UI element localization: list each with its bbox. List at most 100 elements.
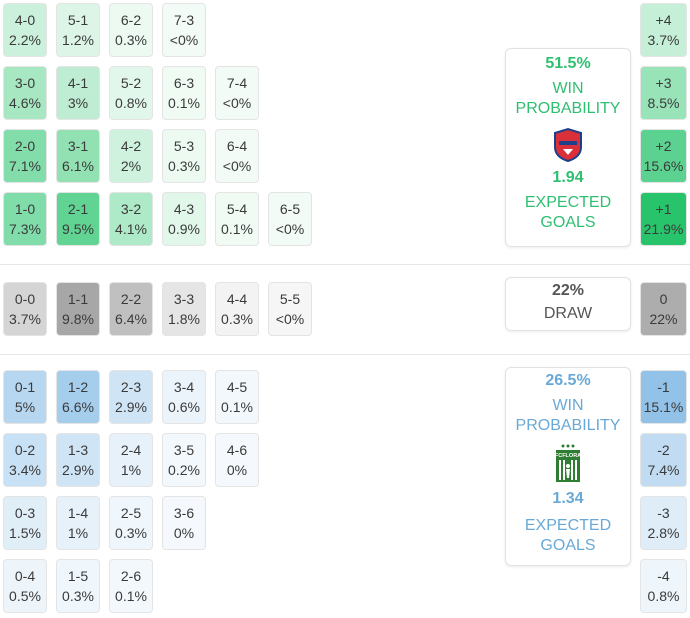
score-cell: 5-3 0.3% [162, 129, 206, 183]
cell-probability: 6.6% [62, 399, 94, 415]
score-cell: 4-4 0.3% [215, 282, 259, 336]
cell-score: 5-1 [67, 12, 89, 28]
cell-score: 7-4 [226, 75, 248, 91]
score-cell: 3-5 0.2% [162, 433, 206, 487]
score-cell: 5-5 <0% [268, 282, 312, 336]
cell-probability: 8.5% [647, 95, 680, 111]
score-cell: 1-2 6.6% [56, 370, 100, 424]
cell-score: 3-5 [173, 442, 195, 458]
cell-score: 0-3 [14, 505, 36, 521]
cell-score: 1-2 [67, 379, 89, 395]
score-cell: 6-4 <0% [215, 129, 259, 183]
cell-probability: 1.2% [62, 32, 94, 48]
cell-probability: 9.5% [62, 221, 94, 237]
score-cell: 3-6 0% [162, 496, 206, 550]
cell-score: 2-6 [120, 568, 142, 584]
cell-probability: 6.1% [62, 158, 94, 174]
score-cell: 3-4 0.6% [162, 370, 206, 424]
home-summary-card: 51.5% WIN PROBABILITY 1.94 EXPECTED GOAL… [505, 48, 631, 247]
divider-top [0, 264, 690, 265]
margin-cell: 0 22% [640, 282, 687, 336]
home-win-probability: 51.5% [545, 55, 591, 72]
cell-score: 5-2 [120, 75, 142, 91]
cell-probability: 7.1% [9, 158, 41, 174]
away-win-label-2: PROBABILITY [515, 417, 621, 434]
cell-score: -4 [657, 568, 670, 584]
cell-probability: 15.6% [643, 158, 684, 174]
score-cell: 2-4 1% [109, 433, 153, 487]
cell-probability: 21.9% [643, 221, 684, 237]
cell-probability: 0.3% [115, 32, 147, 48]
away-eg-label-1: EXPECTED [524, 517, 612, 534]
cell-probability: 0.1% [115, 588, 147, 604]
score-cell: 6-5 <0% [268, 192, 312, 246]
cell-score: 3-0 [14, 75, 36, 91]
score-cell: 2-3 2.9% [109, 370, 153, 424]
score-cell: 7-3 <0% [162, 3, 206, 57]
fcflora-crest-text: FCFLORA [555, 453, 581, 459]
cell-score: 4-4 [226, 291, 248, 307]
cell-score: 3-1 [67, 138, 89, 154]
score-cell: 2-6 0.1% [109, 559, 153, 613]
score-cell: 3-3 1.8% [162, 282, 206, 336]
cell-score: 2-1 [67, 201, 89, 217]
score-cell: 0-2 3.4% [3, 433, 47, 487]
cell-probability: 0.8% [115, 95, 147, 111]
cell-probability: 4.1% [115, 221, 147, 237]
cell-score: 1-5 [67, 568, 89, 584]
score-cell: 4-3 0.9% [162, 192, 206, 246]
cell-score: +4 [655, 12, 672, 28]
cell-probability: 5% [14, 399, 36, 415]
away-eg-label-2: GOALS [540, 537, 596, 554]
score-cell: 0-3 1.5% [3, 496, 47, 550]
cell-probability: 1% [120, 462, 142, 478]
cell-probability: 0.3% [62, 588, 94, 604]
score-cell: 3-1 6.1% [56, 129, 100, 183]
cell-score: 3-3 [173, 291, 195, 307]
cell-score: 6-4 [226, 138, 248, 154]
away-expected-goals: 1.34 [552, 490, 584, 507]
cell-score: 4-1 [67, 75, 89, 91]
score-cell: 5-2 0.8% [109, 66, 153, 120]
cell-score: 5-3 [173, 138, 195, 154]
valur-crest-icon [554, 127, 582, 163]
cell-probability: 3.4% [9, 462, 41, 478]
cell-probability: 0.6% [168, 399, 200, 415]
cell-score: -2 [657, 442, 670, 458]
score-cell: 4-5 0.1% [215, 370, 259, 424]
cell-score: +1 [655, 201, 672, 217]
margin-cell: +1 21.9% [640, 192, 687, 246]
margin-cell: +3 8.5% [640, 66, 687, 120]
draw-probability: 22% [551, 282, 585, 299]
cell-probability: 0% [226, 462, 248, 478]
draw-summary-card: 22% DRAW [505, 277, 631, 331]
cell-score: 2-3 [120, 379, 142, 395]
score-cell: 6-2 0.3% [109, 3, 153, 57]
away-win-label-1: WIN [552, 397, 584, 414]
score-cell: 2-0 7.1% [3, 129, 47, 183]
cell-score: 6-3 [173, 75, 195, 91]
score-cell: 1-0 7.3% [3, 192, 47, 246]
margin-cell: -1 15.1% [640, 370, 687, 424]
margin-cell: -2 7.4% [640, 433, 687, 487]
margin-cell: +4 3.7% [640, 3, 687, 57]
cell-score: 1-4 [67, 505, 89, 521]
cell-probability: <0% [275, 221, 305, 237]
score-cell: 7-4 <0% [215, 66, 259, 120]
cell-probability: 0.1% [168, 95, 200, 111]
margin-cell: -3 2.8% [640, 496, 687, 550]
cell-score: 1-3 [67, 442, 89, 458]
cell-probability: 0.5% [9, 588, 41, 604]
cell-score: 3-4 [173, 379, 195, 395]
home-eg-label-2: GOALS [540, 214, 596, 231]
cell-probability: 0.8% [647, 588, 680, 604]
away-summary-card: 26.5% WIN PROBABILITY FCFLORA 1.34 EXPEC… [505, 367, 631, 566]
score-cell: 1-1 9.8% [56, 282, 100, 336]
margin-cell: -4 0.8% [640, 559, 687, 613]
cell-score: -3 [657, 505, 670, 521]
score-cell: 3-2 4.1% [109, 192, 153, 246]
home-win-label-2: PROBABILITY [515, 100, 621, 117]
cell-probability: 0.2% [168, 462, 200, 478]
cell-score: 2-4 [120, 442, 142, 458]
margin-cell: +2 15.6% [640, 129, 687, 183]
